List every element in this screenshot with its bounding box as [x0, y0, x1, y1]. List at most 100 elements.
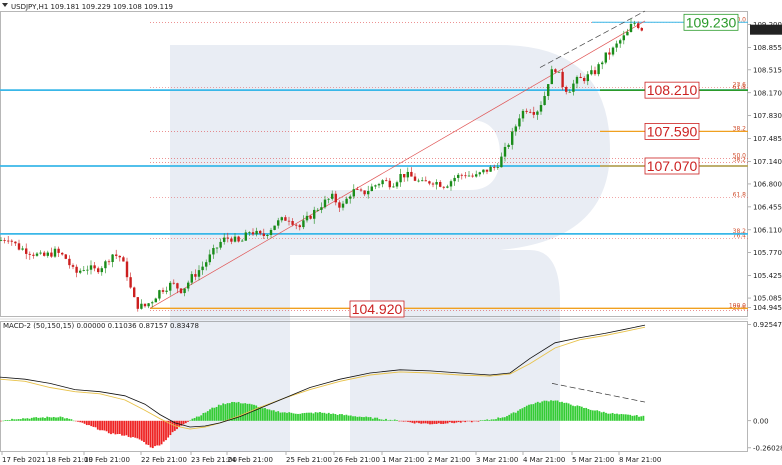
macd-bar [116, 420, 119, 435]
macd-header: MACD-2 (50,150,15) 0.00000 0.11036 0.871… [3, 322, 199, 330]
candle-body [583, 77, 586, 82]
macd-bar [215, 406, 218, 421]
macd-bar [536, 401, 539, 421]
macd-bar [204, 412, 207, 421]
macd-bar [154, 420, 156, 447]
candle-body [377, 184, 381, 186]
candle-body [255, 230, 258, 235]
macd-bar [622, 414, 625, 421]
macd-bar [422, 420, 425, 424]
macd-bar [629, 414, 632, 421]
macd-bar [314, 412, 317, 421]
price-tick-label-11: 105.425 [753, 272, 782, 280]
macd-bar [580, 406, 583, 421]
fib-label-7: 38.2 [733, 228, 747, 235]
candle-body [525, 110, 528, 112]
macd-bar [413, 420, 416, 424]
macd-bar [490, 419, 493, 421]
candle-body [190, 274, 193, 283]
macd-bar [446, 420, 449, 424]
macd-bar [231, 401, 233, 421]
macd-bar [57, 417, 60, 421]
macd-bar [68, 418, 71, 421]
macd-bar [433, 420, 436, 424]
candle-body [53, 248, 57, 257]
macd-bar [358, 416, 361, 421]
candle-body [7, 240, 10, 242]
macd-bar [514, 412, 517, 421]
macd-bar [567, 403, 570, 421]
macd-bar [55, 417, 57, 421]
macd-bar [539, 402, 541, 421]
macd-bar [534, 402, 537, 421]
macd-bar [283, 412, 286, 421]
macd-divergence-line [551, 383, 646, 403]
macd-bar [198, 416, 200, 421]
candle-body [529, 111, 532, 113]
candle-body [363, 190, 366, 195]
candle-body [536, 111, 539, 115]
macd-bar [226, 403, 229, 421]
candle-body [327, 198, 330, 200]
macd-bar [237, 401, 240, 421]
macd-bar [600, 412, 603, 421]
candle-body [176, 283, 179, 289]
candle-body [475, 174, 478, 177]
macd-bar [464, 420, 467, 423]
macd-bar [127, 420, 130, 437]
macd-bar [299, 413, 302, 421]
macd-bar [169, 420, 172, 436]
candle-body [111, 254, 114, 263]
macd-bar [607, 413, 610, 421]
macd-bar [591, 410, 594, 421]
candle-body [431, 183, 435, 185]
macd-bar [292, 413, 295, 421]
time-tick-label-0: 17 Feb 2021 [2, 456, 46, 464]
macd-bar [473, 420, 475, 422]
macd-bar [147, 420, 150, 445]
time-tick-label-10: 3 Mar 21:00 [476, 456, 518, 464]
macd-bar [162, 420, 165, 442]
macd-bar [613, 413, 616, 421]
macd-bar [587, 409, 590, 421]
dropdown-triangle-icon[interactable] [2, 3, 8, 7]
macd-bar [605, 412, 607, 421]
macd-bar [499, 418, 502, 421]
macd-bar [523, 407, 526, 421]
time-tick-label-9: 2 Mar 21:00 [428, 456, 470, 464]
macd-main-line [0, 324, 646, 428]
candle-body [356, 189, 359, 190]
macd-bar [525, 405, 528, 421]
candle-body [309, 215, 312, 219]
macd-bar [66, 418, 68, 421]
price-box-4 [349, 300, 405, 318]
macd-bar [165, 420, 167, 441]
macd-bar [545, 400, 548, 421]
time-tick-label-1: 18 Feb 21:00 [47, 456, 93, 464]
macd-bar [209, 409, 211, 421]
macd-bar [63, 418, 66, 421]
fib-label-4: 50.0 [733, 153, 747, 160]
macd-bar [468, 420, 471, 422]
macd-pane-border [0, 321, 748, 452]
price-label-0: 109.230 [686, 14, 737, 30]
macd-bar [488, 420, 491, 421]
candle-body [349, 196, 352, 199]
candle-body [295, 224, 298, 226]
macd-tick-label-2: -0.26028 [753, 444, 782, 452]
candle-body [125, 261, 129, 278]
macd-bar [52, 416, 55, 421]
candle-body [323, 199, 327, 208]
candle-body [604, 52, 607, 63]
candle-body [89, 265, 93, 270]
candle-body [503, 146, 507, 157]
macd-bar [77, 420, 79, 422]
watermark-shape [170, 45, 610, 452]
time-tick-label-8: 1 Mar 21:00 [382, 456, 424, 464]
macd-bar [349, 415, 352, 421]
macd-bar [583, 407, 585, 421]
fib-label-9: 100.0 [729, 302, 746, 309]
macd-bar [638, 416, 640, 421]
macd-bar [222, 403, 225, 421]
